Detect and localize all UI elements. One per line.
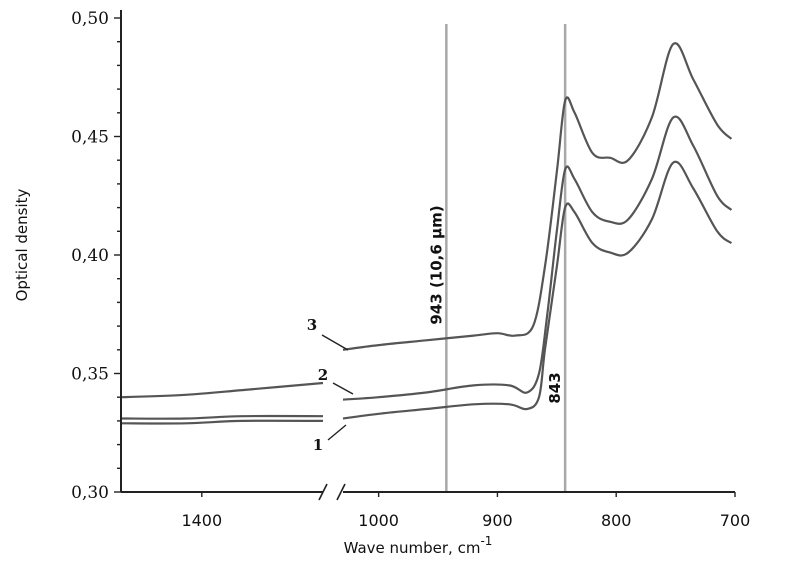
x-axis-title-text: Wave number, cm (344, 539, 481, 557)
curve-1-left (120, 419, 324, 425)
y-tick-labels: 0,30 0,35 0,40 0,45 0,50 (71, 9, 109, 503)
vertical-marker-label: 843 (546, 372, 564, 403)
curve-label-3: 3 (307, 316, 317, 334)
vertical-marker-label: 943 (10,6 µm) (427, 205, 445, 324)
curve-3-right (342, 42, 733, 351)
axes (114, 10, 735, 501)
x-tick-label: 700 (720, 511, 751, 530)
curve-label-1: 1 (313, 436, 323, 454)
x-tick-label: 900 (482, 511, 513, 530)
x-tick-label: 1400 (181, 511, 222, 530)
x-axis-title-superscript: -1 (480, 534, 492, 548)
x-axis-break-marks (318, 483, 346, 501)
x-tick-label: 800 (601, 511, 632, 530)
vertical-line-labels: 943 (10,6 µm) 843 (427, 205, 564, 403)
y-tick-label: 0,35 (71, 365, 109, 385)
spectra-curves (120, 42, 733, 425)
axis-break-mark (336, 483, 346, 501)
curve-label-leader (327, 424, 347, 441)
curve-label-2: 2 (318, 366, 328, 384)
y-axis-title: Optical density (13, 189, 31, 302)
y-tick-label: 0,45 (71, 128, 109, 148)
curve-2-right (342, 115, 733, 401)
curve-3-left (120, 381, 324, 399)
curve-2-left (120, 414, 324, 420)
vertical-marker-lines (445, 24, 567, 492)
curve-label-leader (321, 334, 349, 351)
x-tick-labels: 1400 1000 900 800 700 (181, 492, 750, 530)
x-axis-title: Wave number, cm-1 (344, 534, 493, 557)
y-tick-label: 0,30 (71, 483, 109, 503)
y-minor-ticks (114, 17, 121, 493)
curve-label-leader (332, 382, 354, 395)
curve-labels: 3 2 1 (307, 316, 354, 454)
y-tick-label: 0,50 (71, 9, 109, 29)
curve-1-right (342, 160, 733, 420)
x-tick-label: 1000 (358, 511, 399, 530)
y-tick-label: 0,40 (71, 246, 109, 266)
axis-break-mark (318, 483, 328, 501)
